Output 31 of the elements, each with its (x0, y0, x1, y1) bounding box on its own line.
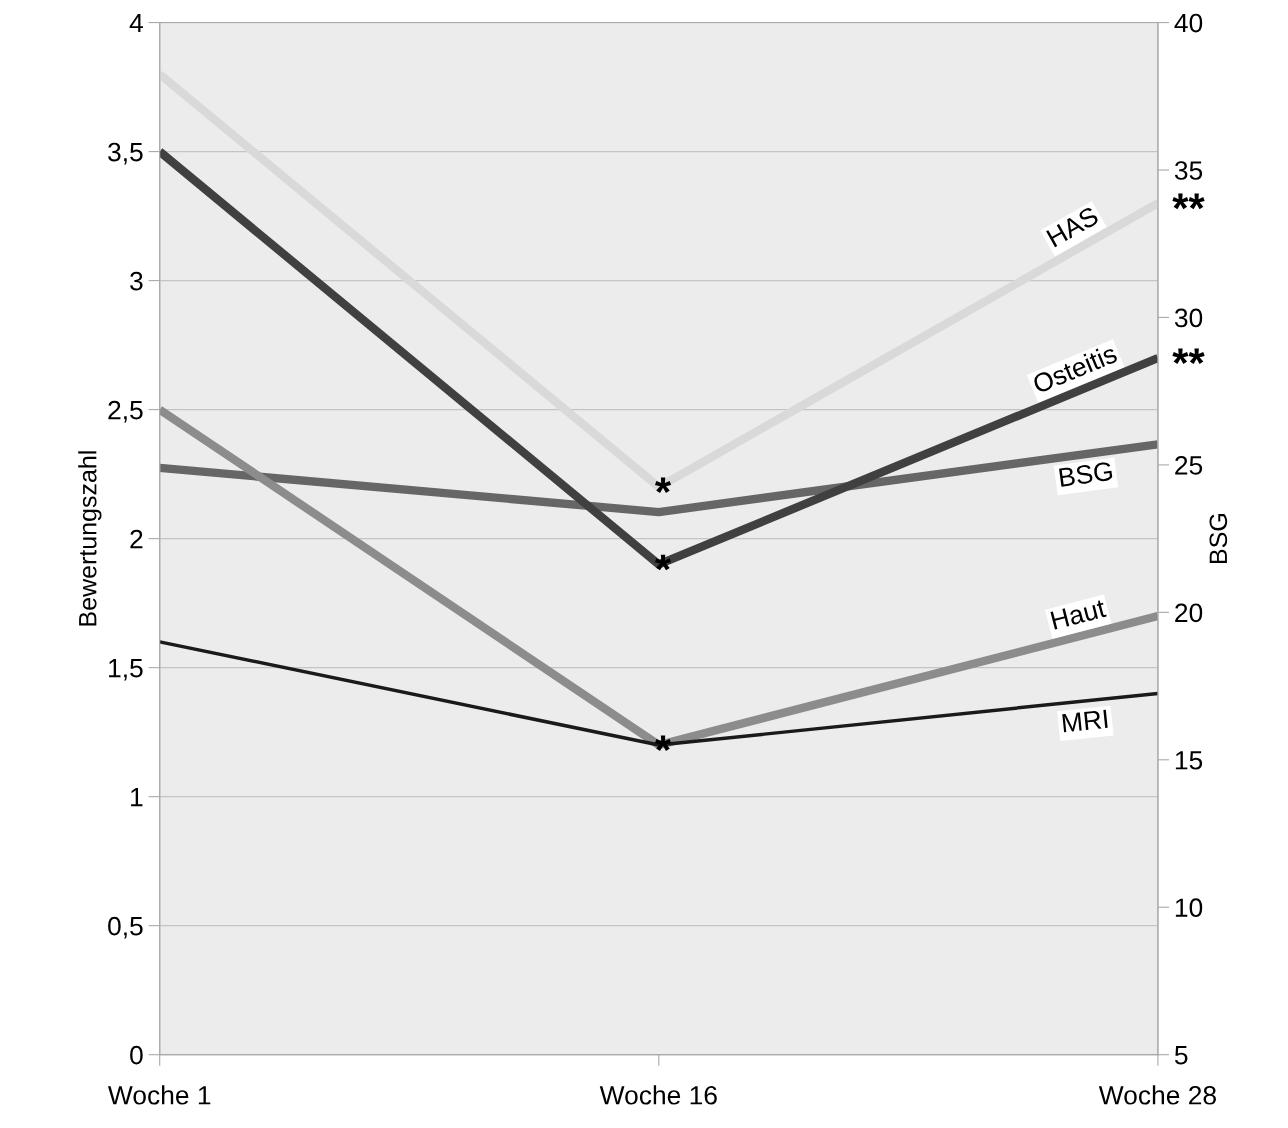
y-tick-label: 0 (130, 1045, 143, 1065)
y-tick-label: 0,5 (108, 916, 143, 939)
x-tick-label: Woche 1 (107, 1085, 211, 1105)
text: HAS (1046, 205, 1100, 248)
y-tick-label: 1 (131, 788, 143, 807)
y-tick-label: 3 (130, 271, 143, 291)
annotation: * (654, 477, 672, 493)
annotation: ** (1172, 348, 1205, 364)
text: BSG (1059, 461, 1113, 487)
y2-tick-label: 35 (1174, 161, 1203, 180)
y-tick-label: 3,5 (108, 142, 143, 165)
annotation: * (654, 554, 672, 571)
text: MRI (1062, 709, 1108, 733)
y2-tick-label: 40 (1174, 13, 1203, 33)
y2-tick-label: 20 (1175, 603, 1203, 623)
y-tick-label: 2 (130, 529, 143, 549)
y2-tick-label: 15 (1175, 751, 1203, 770)
annotation: ** (1172, 193, 1205, 210)
text: Haut (1050, 598, 1107, 630)
y-tick-label: 4 (129, 13, 143, 33)
y2-tick-label: 25 (1175, 456, 1203, 475)
x-tick-label: Woche 16 (599, 1085, 717, 1105)
y2-axis-title: BSG (1209, 514, 1228, 563)
y-axis-title: Bewertungszahl (78, 451, 102, 626)
y2-tick-label: 10 (1175, 898, 1203, 918)
text: Osteitis (1031, 343, 1119, 394)
y-tick-label: 1,5 (109, 659, 143, 681)
y-tick-label: 2,5 (108, 400, 143, 423)
y2-tick-label: 30 (1174, 308, 1203, 328)
y2-tick-label: 5 (1174, 1046, 1188, 1065)
x-tick-label: Woche 28 (1098, 1085, 1216, 1105)
